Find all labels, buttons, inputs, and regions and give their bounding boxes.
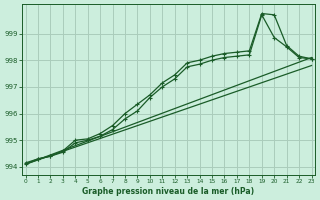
- X-axis label: Graphe pression niveau de la mer (hPa): Graphe pression niveau de la mer (hPa): [83, 187, 255, 196]
